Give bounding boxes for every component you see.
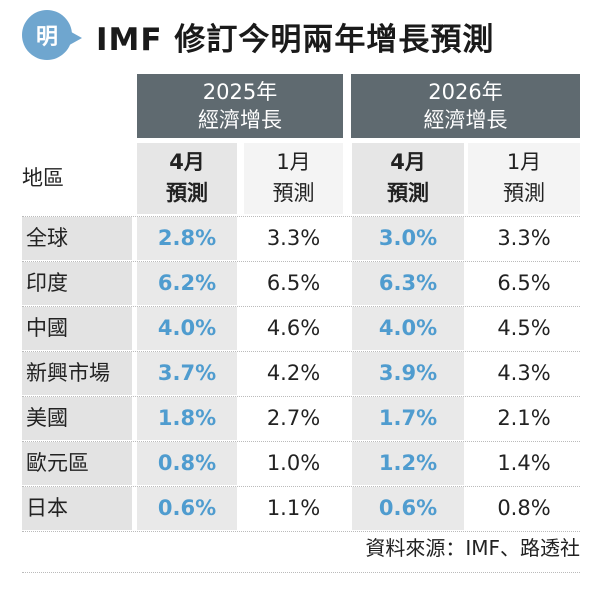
subheader-month: 4月	[169, 150, 205, 174]
value-2025-jan: 2.7%	[266, 406, 321, 430]
value-2025-apr: 2.8%	[137, 217, 237, 260]
value-2025-apr: 0.6%	[137, 487, 237, 530]
logo-arrow	[64, 28, 82, 48]
value-2025-jan: 6.5%	[266, 271, 321, 295]
value-2025-apr: 0.8%	[137, 442, 237, 485]
subheader-label: 預測	[387, 181, 429, 205]
value-2026-apr: 6.3%	[352, 262, 464, 305]
subheader-month: 1月	[506, 150, 542, 174]
value-2025-jan: 1.1%	[266, 496, 321, 520]
value-2025-apr: 1.8%	[137, 397, 237, 440]
value-2026-apr: 1.7%	[352, 397, 464, 440]
table-row-china: 中國 4.0% 4.6% 4.0% 4.5%	[22, 306, 580, 351]
table-row-india: 印度 6.2% 6.5% 6.3% 6.5%	[22, 261, 580, 306]
value-2026-apr: 4.0%	[352, 307, 464, 350]
year-label: 2026年	[428, 80, 503, 104]
table-row-global: 全球 2.8% 3.3% 3.0% 3.3%	[22, 216, 580, 261]
forecast-table-body: 全球 2.8% 3.3% 3.0% 3.3% 印度 6.2% 6.5% 6.3%…	[22, 216, 580, 532]
year-header-2026: 2026年 經濟增長	[351, 74, 580, 138]
subheader-2025-apr: 4月 預測	[137, 143, 237, 214]
value-2025-jan: 1.0%	[266, 451, 321, 475]
subheader-2025-jan: 1月 預測	[244, 143, 343, 214]
newspaper-logo-icon: 明	[22, 10, 72, 60]
region-column-header: 地區	[22, 166, 64, 190]
year-header-2025: 2025年 經濟增長	[137, 74, 343, 138]
region-name: 歐元區	[22, 442, 132, 485]
year-sublabel: 經濟增長	[198, 108, 282, 132]
subheader-2026-apr: 4月 預測	[352, 143, 464, 214]
value-2025-apr: 3.7%	[137, 352, 237, 395]
region-name: 中國	[22, 307, 132, 350]
region-name: 日本	[22, 487, 132, 530]
table-row-emerging-markets: 新興市場 3.7% 4.2% 3.9% 4.3%	[22, 351, 580, 396]
value-2025-apr: 6.2%	[137, 262, 237, 305]
subheader-label: 預測	[503, 181, 545, 205]
value-2026-jan: 4.5%	[497, 316, 551, 340]
value-2026-apr: 3.0%	[352, 217, 464, 260]
region-name: 美國	[22, 397, 132, 440]
value-2026-jan: 6.5%	[497, 271, 551, 295]
title-bar: 明 IMF 修訂今明兩年增長預測	[0, 0, 600, 72]
value-2025-jan: 4.2%	[266, 361, 321, 385]
logo-char: 明	[35, 25, 58, 50]
page-title: IMF 修訂今明兩年增長預測	[96, 22, 495, 58]
table-row-japan: 日本 0.6% 1.1% 0.6% 0.8%	[22, 486, 580, 532]
subheader-2026-jan: 1月 預測	[468, 143, 580, 214]
value-2026-jan: 4.3%	[497, 361, 551, 385]
value-2026-apr: 3.9%	[352, 352, 464, 395]
value-2025-apr: 4.0%	[137, 307, 237, 350]
year-sublabel: 經濟增長	[423, 108, 508, 132]
value-2026-jan: 0.8%	[497, 496, 551, 520]
value-2026-apr: 0.6%	[352, 487, 464, 530]
value-2026-apr: 1.2%	[352, 442, 464, 485]
value-2026-jan: 1.4%	[497, 451, 551, 475]
subheader-month: 4月	[390, 150, 426, 174]
table-row-usa: 美國 1.8% 2.7% 1.7% 2.1%	[22, 396, 580, 441]
subheader-label: 預測	[272, 181, 315, 205]
region-name: 全球	[22, 217, 132, 260]
value-2026-jan: 2.1%	[497, 406, 551, 430]
value-2026-jan: 3.3%	[497, 226, 551, 250]
year-label: 2025年	[202, 80, 278, 104]
subheader-month: 1月	[276, 150, 311, 174]
value-2025-jan: 4.6%	[266, 316, 321, 340]
table-row-eurozone: 歐元區 0.8% 1.0% 1.2% 1.4%	[22, 441, 580, 486]
footer-divider	[22, 572, 580, 573]
value-2025-jan: 3.3%	[266, 226, 321, 250]
region-name: 印度	[22, 262, 132, 305]
region-name: 新興市場	[22, 352, 132, 395]
source-note: 資料來源：IMF、路透社	[365, 536, 580, 560]
subheader-label: 預測	[166, 181, 208, 205]
